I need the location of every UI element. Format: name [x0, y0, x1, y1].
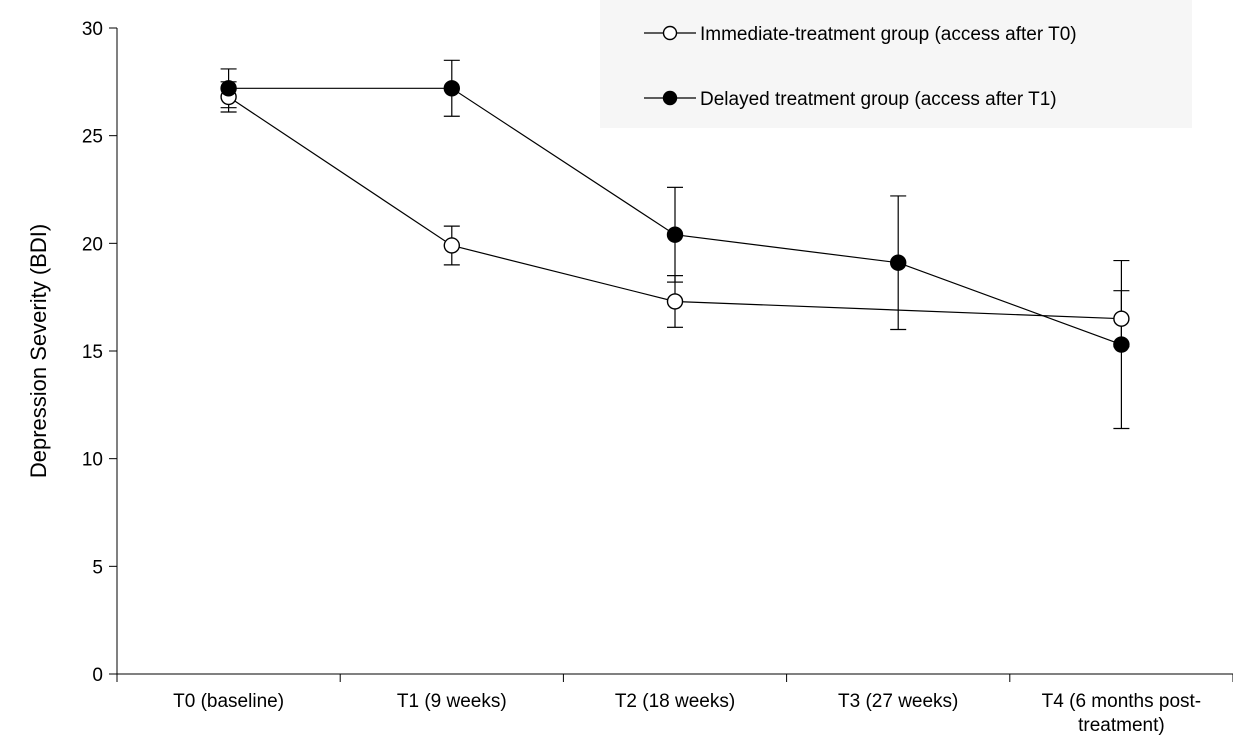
- delayed-group-point: [666, 226, 684, 243]
- x-tick-label: T3 (27 weeks): [838, 691, 958, 712]
- y-tick-label: 20: [82, 234, 103, 255]
- y-tick-label: 30: [82, 19, 103, 40]
- x-tick-label: T4 (6 months post-treatment): [1042, 691, 1201, 736]
- delayed-group-point: [1113, 336, 1130, 353]
- legend-background: [600, 0, 1192, 128]
- x-tick-label: T0 (baseline): [173, 691, 284, 712]
- y-tick-label: 15: [82, 342, 103, 363]
- immediate-group-point: [443, 237, 460, 254]
- x-tick-label: T1 (9 weeks): [397, 691, 507, 712]
- x-tick-label: T2 (18 weeks): [615, 691, 735, 712]
- immediate-group-point: [1113, 310, 1130, 327]
- delayed-group-point: [220, 80, 237, 97]
- legend-label: Delayed treatment group (access after T1…: [700, 89, 1057, 110]
- immediate-group-point: [666, 293, 684, 310]
- delayed-group-point: [443, 80, 460, 97]
- delayed-group-point: [890, 254, 907, 271]
- legend-marker: [662, 90, 678, 106]
- y-tick-label: 25: [82, 127, 103, 148]
- legend-label: Immediate-treatment group (access after …: [700, 24, 1077, 45]
- legend-marker: [662, 25, 678, 41]
- y-tick-label: 10: [82, 450, 103, 471]
- y-tick-label: 0: [92, 665, 103, 686]
- y-tick-label: 5: [92, 557, 103, 578]
- y-axis-title: Depression Severity (BDI): [26, 224, 51, 478]
